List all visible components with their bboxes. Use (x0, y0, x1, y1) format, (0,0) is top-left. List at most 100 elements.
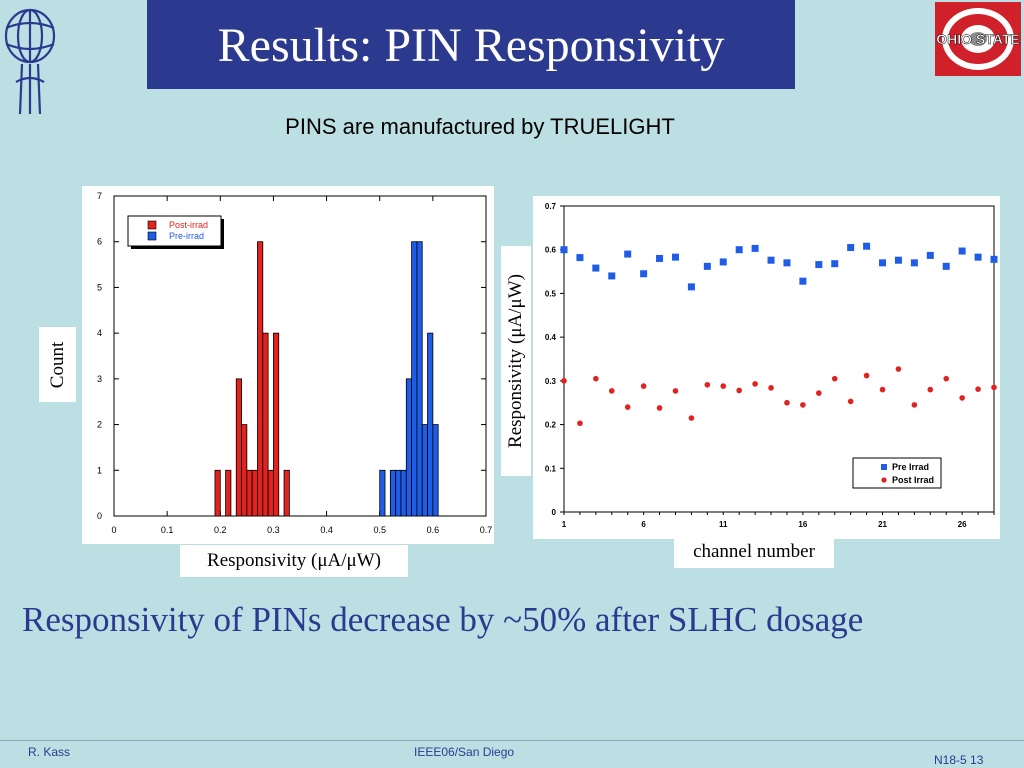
pre-irrad-point (847, 244, 855, 252)
post-irrad-point (720, 383, 727, 389)
pre-irrad-point (942, 262, 950, 270)
post-irrad-point (991, 384, 997, 391)
scatter-legend (852, 457, 942, 489)
post-irrad-point (561, 378, 567, 384)
post-irrad-bar (225, 469, 232, 517)
post-irrad-point (688, 415, 695, 421)
scatter-y-tick-label: 0 (552, 508, 557, 517)
count-text: Count (46, 341, 68, 388)
pre-irrad-bar (416, 241, 423, 517)
pre-irrad-point (879, 259, 887, 267)
post-irrad-point (704, 381, 711, 388)
osu-logo-text: OHIO STATE (936, 31, 1019, 47)
scatter-legend-swatch (881, 464, 887, 470)
scatter-x-tick-label: 16 (798, 520, 807, 529)
histogram-x-tick-label: 0.7 (480, 525, 493, 535)
slide-title: Results: PIN Responsivity (147, 0, 795, 89)
post-irrad-point (752, 381, 758, 387)
scatter-x-tick-label: 1 (562, 520, 567, 529)
post-irrad-point (863, 372, 870, 379)
pre-irrad-point (608, 272, 616, 280)
histogram-legend-swatch (147, 231, 157, 241)
pre-irrad-point (831, 260, 839, 268)
histogram-x-tick-label: 0.1 (161, 525, 174, 535)
histogram-y-tick-label: 1 (97, 465, 102, 475)
histogram-x-tick-label: 0.2 (214, 525, 227, 535)
histogram-legend-swatch (147, 220, 157, 230)
post-irrad-point (879, 386, 886, 393)
osu-logo: OHIO STATE (935, 2, 1021, 76)
post-irrad-point (975, 386, 981, 392)
scatter-legend-swatch (881, 477, 887, 483)
pre-irrad-point (703, 262, 711, 270)
responsivity-y-text: Responsivity (μA/μW) (505, 274, 526, 448)
scatter-y-tick-label: 0.2 (545, 421, 557, 430)
pre-irrad-point (735, 246, 743, 254)
pre-irrad-point (687, 283, 695, 291)
scatter-x-axis-label: channel number (674, 536, 834, 568)
post-irrad-point (768, 385, 774, 391)
histogram-x-tick-label: 0 (111, 525, 116, 535)
post-irrad-bar (214, 469, 221, 517)
histogram-y-tick-label: 6 (97, 237, 102, 247)
pre-irrad-bar (427, 332, 434, 517)
post-irrad-point (911, 402, 918, 408)
scatter-x-tick-label: 26 (958, 520, 967, 529)
histogram-x-axis-label: Responsivity (μA/μW) (180, 545, 408, 577)
pre-irrad-point (767, 256, 775, 264)
scatter-y-tick-label: 0.6 (545, 246, 557, 255)
post-irrad-bar (246, 469, 253, 517)
subtitle: PINS are manufactured by TRUELIGHT (285, 114, 675, 139)
footer-slide-number: N18-5 13 (934, 753, 984, 767)
post-irrad-point (927, 386, 934, 393)
histogram-x-tick-label: 0.4 (320, 525, 333, 535)
pre-irrad-point (719, 258, 727, 266)
histogram-y-tick-label: 3 (97, 374, 102, 384)
post-irrad-point (656, 405, 663, 411)
pre-irrad-point (990, 255, 998, 263)
pre-irrad-point (783, 259, 791, 267)
pre-irrad-bar (432, 424, 439, 517)
pre-irrad-bar (379, 469, 386, 517)
pre-irrad-point (894, 256, 902, 264)
pre-irrad-bar (400, 469, 407, 517)
scatter-y-axis-label: Responsivity (μA/μW) (501, 246, 531, 476)
post-irrad-point (608, 388, 615, 394)
scatter-x-tick-label: 11 (719, 520, 728, 529)
histogram-y-tick-label: 7 (97, 191, 102, 201)
post-irrad-bar (273, 332, 280, 517)
pre-irrad-bar (389, 469, 397, 517)
post-irrad-point (816, 390, 822, 396)
histogram-y-tick-label: 5 (97, 282, 102, 292)
pre-irrad-point (926, 251, 934, 259)
post-irrad-point (847, 398, 854, 405)
pre-irrad-point (640, 270, 648, 278)
post-irrad-bar (235, 378, 242, 517)
post-irrad-point (784, 399, 790, 406)
post-irrad-point (672, 388, 679, 394)
histogram-x-tick-label: 0.3 (267, 525, 280, 535)
footer-venue: IEEE06/San Diego (414, 745, 515, 759)
pre-irrad-point (576, 254, 584, 262)
pre-irrad-point (751, 244, 759, 252)
pre-irrad-bar (395, 469, 402, 517)
pre-irrad-point (592, 264, 600, 272)
post-irrad-point (943, 375, 950, 382)
histogram-legend-label: Post-irrad (169, 220, 208, 230)
scatter-y-tick-label: 0.7 (545, 202, 557, 211)
post-irrad-bar (241, 424, 248, 517)
scatter-legend-label: Pre Irrad (892, 462, 929, 472)
pre-irrad-point (910, 259, 918, 267)
scatter-x-tick-label: 21 (878, 520, 887, 529)
scatter-y-tick-label: 0.3 (545, 377, 557, 386)
footer-divider (0, 740, 1024, 741)
post-irrad-point (831, 375, 838, 382)
pre-irrad-bar (411, 241, 418, 517)
scatter-y-tick-label: 0.1 (545, 464, 557, 473)
post-irrad-point (959, 395, 965, 401)
histogram-legend (127, 215, 222, 247)
scatter-legend-label: Post Irrad (892, 475, 934, 485)
scatter-y-tick-label: 0.4 (545, 333, 557, 342)
post-irrad-point (736, 387, 742, 394)
